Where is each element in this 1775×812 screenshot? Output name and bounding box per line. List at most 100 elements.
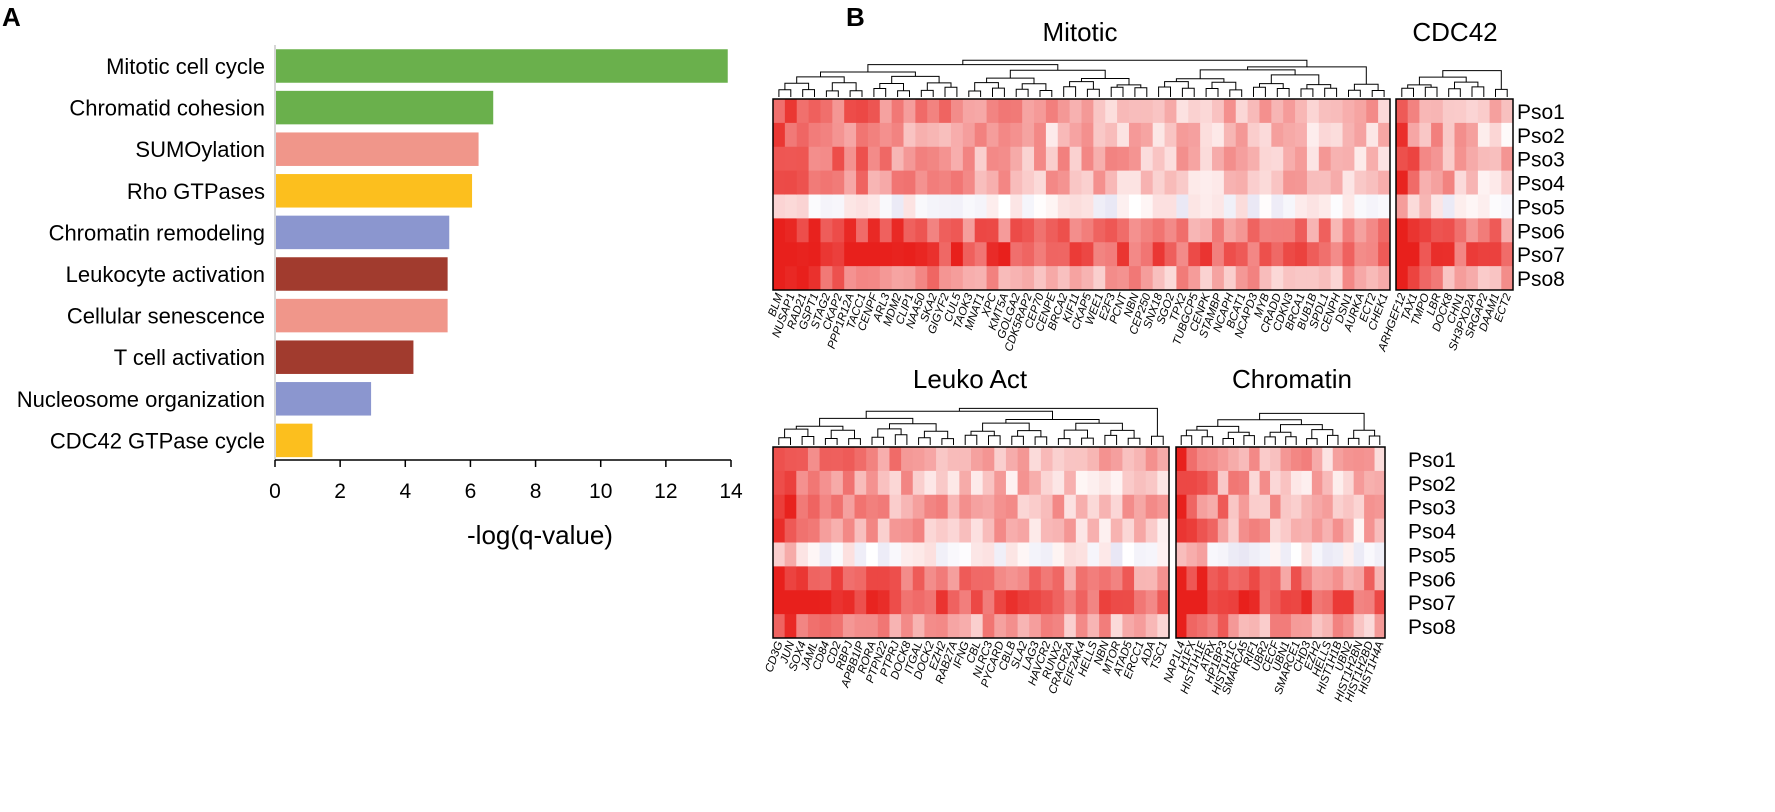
heatmap-cell — [1099, 590, 1112, 615]
dendrogram-branch — [1034, 436, 1048, 445]
heatmap-cell — [1223, 218, 1237, 243]
heatmap-cell — [947, 518, 960, 543]
heatmap-cell — [1454, 122, 1467, 148]
heatmap-cell — [971, 470, 984, 496]
heatmap-cell — [1442, 122, 1455, 148]
heatmap-cell — [1366, 242, 1379, 267]
heatmap-cell — [974, 242, 987, 267]
heatmap-cell — [1374, 566, 1386, 591]
heatmap-cell — [1022, 242, 1035, 267]
heatmap-cell — [1306, 122, 1320, 148]
heatmap-cell — [1176, 614, 1187, 639]
row-label: Pso8 — [1517, 268, 1565, 291]
heatmap-cell — [832, 194, 845, 219]
heatmap-cell — [1431, 146, 1444, 172]
heatmap-cell — [1034, 242, 1047, 267]
heatmap-cell — [1311, 494, 1323, 520]
row-label: Pso5 — [1517, 196, 1565, 219]
heatmap-cell — [1081, 218, 1094, 243]
heatmap-cell — [1378, 122, 1391, 148]
heatmap-cell — [1280, 614, 1292, 639]
heatmap-cell — [820, 194, 833, 219]
heatmap-cell — [1164, 170, 1177, 195]
heatmap-cell — [1366, 170, 1379, 195]
heatmap-cell — [974, 146, 987, 172]
heatmap-cell — [924, 494, 937, 520]
heatmap-cell — [1374, 470, 1386, 496]
category-label: Leukocyte activation — [66, 262, 265, 287]
heatmap-cell — [994, 590, 1007, 615]
heatmap-cell — [808, 146, 821, 172]
heatmap-cell — [1157, 614, 1170, 639]
heatmap-cell — [854, 542, 867, 567]
heatmap-cell — [877, 447, 890, 472]
heatmap-cell — [1110, 542, 1123, 567]
heatmap-cell — [1200, 122, 1213, 148]
heatmap-cell — [807, 566, 820, 591]
heatmap-cell — [819, 447, 832, 472]
heatmap-cell — [1040, 470, 1053, 496]
heatmap-cell — [971, 614, 984, 639]
heatmap-cell — [1318, 194, 1332, 219]
heatmap-cell — [1140, 218, 1154, 243]
heatmap-cell — [773, 494, 786, 520]
heatmap-cell — [1017, 470, 1030, 496]
heatmap-cell — [1186, 542, 1198, 567]
heatmap-cell — [1354, 170, 1367, 195]
heatmap-cell — [1128, 242, 1142, 267]
heatmap-cell — [1188, 170, 1201, 195]
heatmap-cell — [1128, 122, 1142, 148]
heatmap-cell — [808, 122, 821, 148]
heatmap-cell — [1069, 266, 1082, 291]
heatmap-cell — [1332, 566, 1344, 591]
dendrogram-branch — [1368, 435, 1381, 445]
row-label: Pso5 — [1408, 544, 1456, 567]
heatmap-cell — [1122, 566, 1135, 591]
heatmap-cell — [971, 590, 984, 615]
heatmap-cell — [1330, 242, 1343, 267]
heatmap-cell — [1322, 614, 1334, 639]
heatmap-cell — [1318, 99, 1332, 124]
heatmap-cell — [856, 122, 869, 148]
heatmap-cell — [1200, 218, 1213, 243]
x-tick-label: 10 — [589, 480, 612, 503]
heatmap-cell — [773, 470, 786, 496]
heatmap-cell — [819, 614, 832, 639]
heatmap-cell — [1005, 614, 1018, 639]
heatmap-cell — [1228, 566, 1240, 591]
row-label: Pso7 — [1517, 244, 1565, 267]
heatmap-cell — [1207, 566, 1219, 591]
heatmap-cell — [1271, 266, 1284, 291]
heatmap-cell — [1040, 518, 1053, 543]
heatmap-cell — [1140, 146, 1154, 172]
heatmap-cell — [1280, 542, 1292, 567]
heatmap-cell — [1454, 242, 1467, 267]
heatmap-cell — [1332, 470, 1344, 496]
heatmap-cell — [1419, 170, 1432, 195]
heatmap-cell — [1034, 194, 1047, 219]
heatmap-cell — [856, 218, 869, 243]
heatmap-cell — [1122, 590, 1135, 615]
heatmap-cell — [877, 566, 890, 591]
heatmap-cell — [1311, 447, 1323, 472]
heatmap-cell — [1105, 122, 1118, 148]
heatmap-cell — [947, 470, 960, 496]
heatmap-cell — [912, 494, 925, 520]
heatmap-cell — [962, 194, 976, 219]
heatmap-cell — [1270, 566, 1281, 591]
heatmap-cell — [856, 266, 869, 291]
heatmap-cell — [831, 566, 844, 591]
heatmap-cell — [1270, 614, 1281, 639]
heatmap-cell — [796, 518, 809, 543]
heatmap-cell — [1128, 266, 1142, 291]
heatmap-cell — [1029, 518, 1042, 543]
heatmap-cell — [1489, 122, 1502, 148]
heatmap-cell — [1134, 447, 1147, 472]
heatmap-cell — [1330, 146, 1343, 172]
heatmap-cell — [1342, 242, 1355, 267]
dendrogram-branch — [1371, 90, 1385, 97]
dendrogram-branch — [1324, 87, 1338, 97]
heatmap-cell — [854, 590, 867, 615]
heatmap-cell — [959, 518, 972, 543]
